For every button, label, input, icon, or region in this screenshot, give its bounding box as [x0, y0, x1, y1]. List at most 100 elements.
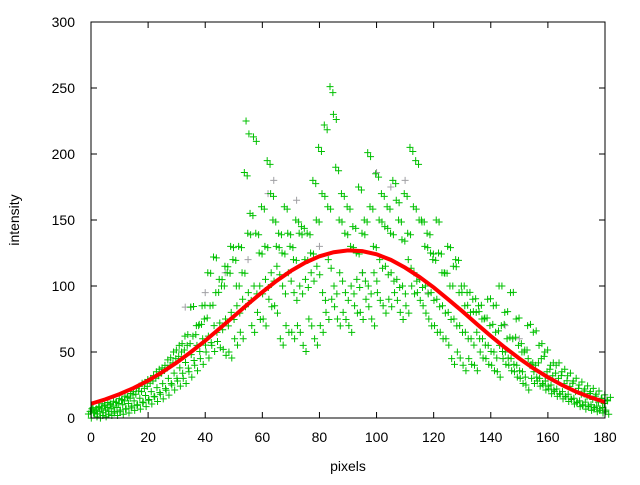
- data-point: [453, 348, 461, 356]
- data-point: [533, 373, 541, 381]
- data-point: [402, 302, 410, 310]
- data-point: [462, 367, 470, 375]
- data-point: [143, 382, 151, 390]
- data-point: [515, 314, 523, 322]
- data-point: [494, 327, 502, 335]
- data-point: [208, 341, 216, 349]
- data-point: [563, 377, 571, 385]
- data-point: [398, 236, 406, 244]
- data-point: [348, 328, 356, 336]
- data-point: [595, 387, 603, 395]
- data-point: [215, 288, 223, 296]
- data-point: [461, 328, 469, 336]
- data-point: [237, 244, 245, 252]
- data-point: [210, 322, 218, 330]
- data-point: [489, 320, 497, 328]
- data-point: [218, 276, 226, 284]
- data-point: [499, 355, 507, 363]
- data-point: [353, 275, 361, 283]
- data-point: [279, 341, 287, 349]
- data-point: [168, 381, 176, 389]
- data-point: [338, 218, 346, 226]
- data-point: [403, 192, 411, 200]
- data-point: [231, 335, 239, 343]
- data-point: [449, 282, 457, 290]
- data-point: [123, 393, 131, 401]
- data-point: [486, 322, 494, 330]
- data-point: [164, 374, 172, 382]
- data-point: [606, 393, 614, 401]
- data-point: [421, 242, 429, 250]
- data-point: [344, 231, 352, 239]
- data-point: [350, 290, 358, 298]
- data-point: [296, 328, 304, 336]
- data-point: [382, 309, 390, 317]
- data-point: [391, 289, 399, 297]
- data-point: [255, 249, 263, 257]
- x-tick-label: 100: [365, 429, 389, 445]
- data-point: [509, 335, 517, 343]
- data-point: [427, 289, 435, 297]
- data-point: [225, 348, 233, 356]
- data-point: [261, 242, 269, 250]
- data-point: [437, 250, 445, 258]
- data-point: [270, 176, 278, 184]
- data-point: [475, 308, 483, 316]
- data-point: [405, 309, 413, 317]
- data-point: [272, 218, 280, 226]
- data-point: [326, 83, 334, 91]
- data-point: [339, 308, 347, 316]
- data-point: [388, 303, 396, 311]
- data-point: [341, 289, 349, 297]
- data-point: [219, 345, 227, 353]
- data-point: [313, 341, 321, 349]
- data-point: [135, 387, 143, 395]
- data-point: [566, 369, 574, 377]
- data-point: [271, 302, 279, 310]
- data-point: [536, 374, 544, 382]
- data-point: [345, 322, 353, 330]
- x-tick-label: 0: [87, 429, 95, 445]
- data-point: [347, 282, 355, 290]
- data-point: [222, 351, 230, 359]
- data-point: [196, 355, 204, 363]
- data-point: [448, 355, 456, 363]
- data-point: [321, 296, 329, 304]
- data-point: [409, 148, 417, 156]
- data-point: [486, 295, 494, 303]
- data-point: [521, 373, 529, 381]
- data-point: [305, 315, 313, 323]
- data-point: [365, 303, 373, 311]
- data-point: [315, 218, 323, 226]
- data-point: [443, 269, 451, 277]
- data-point: [242, 117, 250, 125]
- data-point: [323, 126, 331, 134]
- data-point: [474, 302, 482, 310]
- data-point: [422, 309, 430, 317]
- data-point: [433, 295, 441, 303]
- data-point: [424, 290, 432, 298]
- data-point: [362, 295, 370, 303]
- data-point: [459, 361, 467, 369]
- data-point: [299, 290, 307, 298]
- data-point: [276, 335, 284, 343]
- data-point: [538, 340, 546, 348]
- data-point: [273, 262, 281, 270]
- data-point: [523, 346, 531, 354]
- data-point: [553, 385, 561, 393]
- data-point: [397, 218, 405, 226]
- data-point: [132, 390, 140, 398]
- data-point: [477, 301, 485, 309]
- data-point: [471, 361, 479, 369]
- data-point: [202, 348, 210, 356]
- data-point: [387, 229, 395, 237]
- data-point: [546, 365, 554, 373]
- data-point: [542, 386, 550, 394]
- data-point: [129, 391, 137, 399]
- data-point: [540, 352, 548, 360]
- data-point: [333, 290, 341, 298]
- data-point: [353, 309, 361, 317]
- data-point: [426, 231, 434, 239]
- data-point: [375, 173, 383, 181]
- data-point: [134, 401, 142, 409]
